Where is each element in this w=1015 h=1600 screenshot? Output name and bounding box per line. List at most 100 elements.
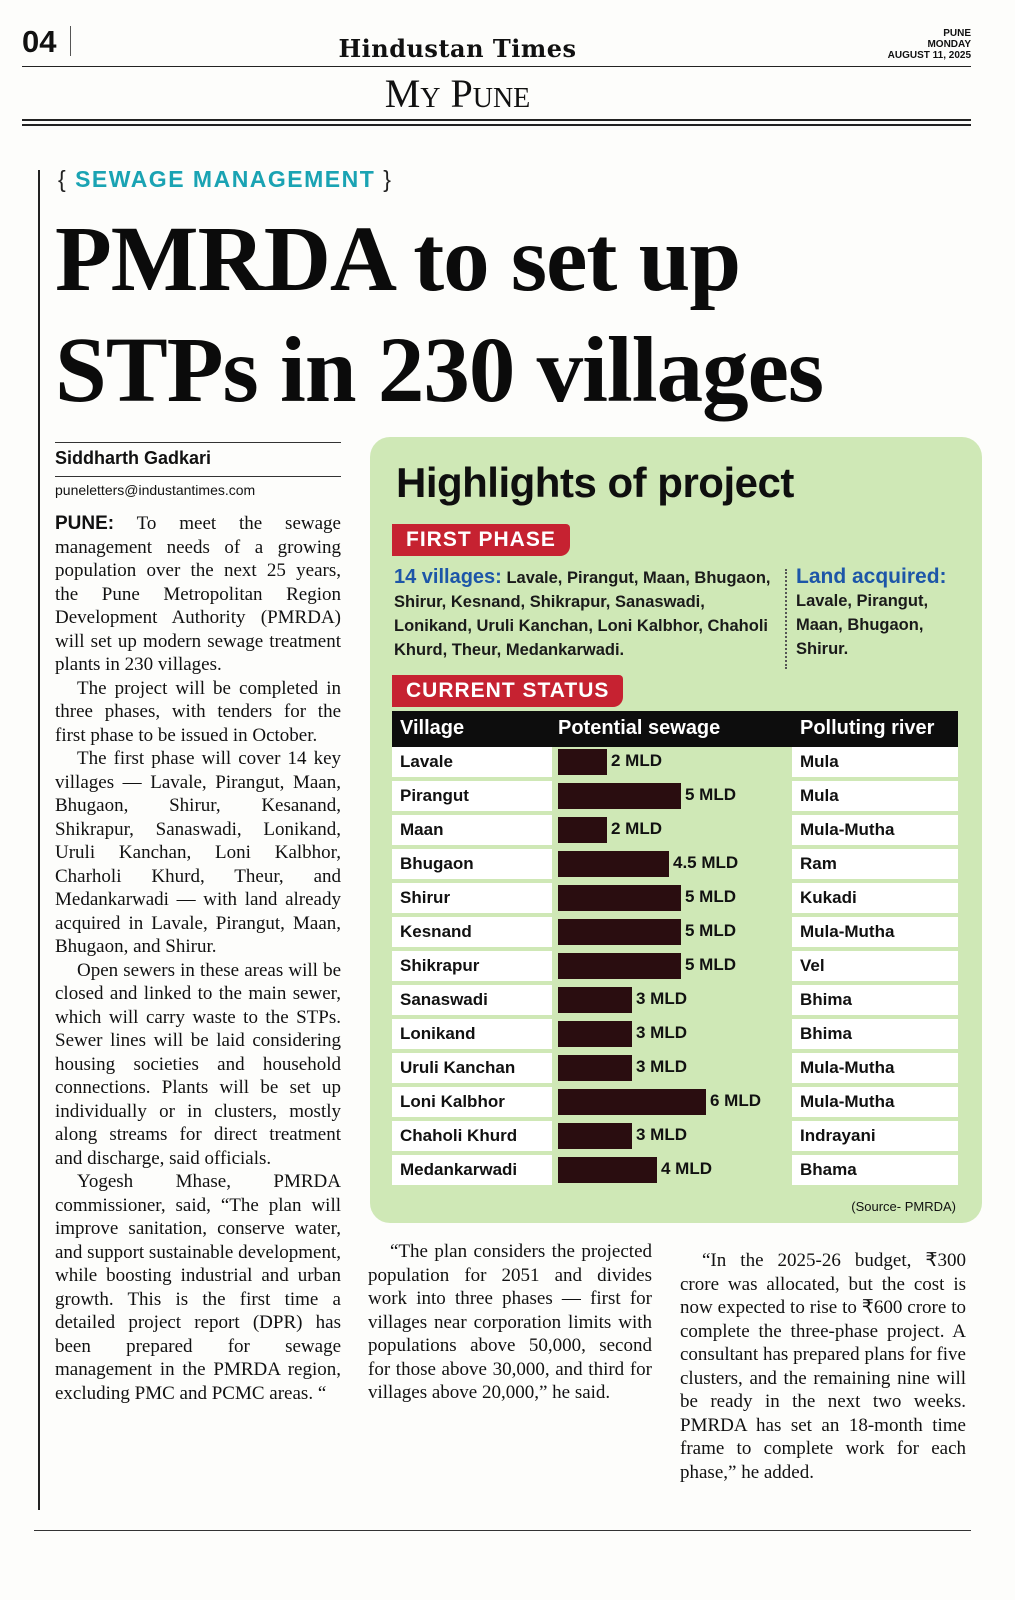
sewage-value-label: 4.5 MLD [673,853,739,872]
table-row: Shikrapur 5 MLD Vel [392,951,958,985]
column-header-river: Polluting river [800,717,935,739]
table-row: Kesnand 5 MLD Mula-Mutha [392,917,958,951]
sewage-bar [558,919,681,945]
polluting-river: Vel [792,951,958,981]
article-column-2: “The plan considers the projected popula… [368,1240,652,1405]
sewage-bar [558,851,669,877]
polluting-river: Mula [792,747,958,777]
village-name: Maan [392,815,552,845]
sewage-bar [558,783,681,809]
dotted-divider [785,569,787,669]
sewage-value-label: 5 MLD [685,785,736,804]
dateline: PUNE MONDAY AUGUST 11, 2025 [888,28,971,61]
village-name: Pirangut [392,781,552,811]
section-title: My Pune [384,71,531,116]
sewage-bar [558,1123,632,1149]
villages-list: Lavale, Pirangut, Maan, Bhugaon, Shirur,… [394,569,771,659]
village-name: Chaholi Khurd [392,1121,552,1151]
headline-line-1: PMRDA to set up [55,208,741,311]
paragraph: Yogesh Mhase, PMRDA commissioner, said, … [55,1171,341,1404]
sewage-bar [558,1157,657,1183]
sewage-value-label: 3 MLD [636,1057,687,1076]
current-status-tag: CURRENT STATUS [392,675,624,707]
village-name: Medankarwadi [392,1155,552,1185]
newspaper-name: Hindustan Times [338,34,577,63]
paragraph: “In the 2025-26 budget, ₹300 crore was a… [680,1250,966,1483]
village-name: Shikrapur [392,951,552,981]
villages-lead: 14 villages: [394,566,502,588]
polluting-river: Kukadi [792,883,958,913]
land-acquired: Land acquired: Lavale, Pirangut, Maan, B… [796,565,976,661]
sewage-value-label: 3 MLD [636,989,687,1008]
sewage-value-label: 5 MLD [685,887,736,906]
sewage-bar [558,953,681,979]
dateline-day: MONDAY [927,39,971,50]
divider [70,26,71,56]
dateline-date: AUGUST 11, 2025 [887,50,971,61]
article-column-3: “In the 2025-26 budget, ₹300 crore was a… [680,1249,966,1484]
polluting-river: Mula-Mutha [792,1053,958,1083]
page-number: 04 [22,24,57,59]
paragraph: The first phase will cover 14 key villag… [55,748,341,957]
column-header-village: Village [400,717,465,739]
page-bottom-rule [34,1530,971,1531]
polluting-river: Bhima [792,1019,958,1049]
sewage-value-label: 4 MLD [661,1159,712,1178]
column-rule [38,170,40,1510]
section-rule [22,119,971,126]
kicker-text: SEWAGE MANAGEMENT [75,166,376,192]
dateline-city: PUNE [943,28,971,39]
village-name: Bhugaon [392,849,552,879]
sewage-value-label: 6 MLD [710,1091,761,1110]
sewage-bar [558,1055,632,1081]
table-row: Loni Kalbhor 6 MLD Mula-Mutha [392,1087,958,1121]
polluting-river: Mula-Mutha [792,815,958,845]
byline: Siddharth Gadkari [55,448,212,468]
sewage-value-label: 5 MLD [685,955,736,974]
sewage-value-label: 2 MLD [611,819,662,838]
village-name: Loni Kalbhor [392,1087,552,1117]
land-list: Lavale, Pirangut, Maan, Bhugaon, Shirur. [796,592,929,658]
byline-rule [55,476,341,477]
polluting-river: Ram [792,849,958,879]
paragraph: “The plan considers the projected popula… [368,1241,652,1403]
sewage-bar [558,1089,706,1115]
table-row: Medankarwadi 4 MLD Bhama [392,1155,958,1189]
article-column-1: PUNE: To meet the sewage management need… [55,512,341,1405]
infographic-panel: Highlights of project FIRST PHASE 14 vil… [370,437,982,1223]
table-row: Shirur 5 MLD Kukadi [392,883,958,917]
land-lead: Land acquired: [796,565,947,588]
status-table-header: Village Potential sewage Polluting river [392,711,958,747]
polluting-river: Mula-Mutha [792,1087,958,1117]
headline-line-2: STPs in 230 villages [55,319,824,422]
village-name: Shirur [392,883,552,913]
sewage-bar [558,987,632,1013]
sewage-bar [558,749,607,775]
paragraph-text: To meet the sewage management needs of a… [55,513,341,675]
paragraph: Open sewers in these areas will be close… [55,959,341,1169]
sewage-bar [558,817,607,843]
first-phase-villages: 14 villages: Lavale, Pirangut, Maan, Bhu… [394,565,780,662]
table-row: Uruli Kanchan 3 MLD Mula-Mutha [392,1053,958,1087]
infographic-title: Highlights of project [396,459,794,506]
polluting-river: Mula-Mutha [792,917,958,947]
kicker: { SEWAGE MANAGEMENT } [58,166,393,192]
headline: PMRDA to set up STPs in 230 villages [55,204,975,426]
sewage-value-label: 3 MLD [636,1125,687,1144]
masthead-rule [22,66,971,67]
table-row: Maan 2 MLD Mula-Mutha [392,815,958,849]
table-row: Lavale 2 MLD Mula [392,747,958,781]
sewage-bar [558,885,681,911]
table-row: Bhugaon 4.5 MLD Ram [392,849,958,883]
polluting-river: Indrayani [792,1121,958,1151]
dateline-word: PUNE: [55,513,115,534]
village-name: Sanaswadi [392,985,552,1015]
sewage-value-label: 2 MLD [611,751,662,770]
polluting-river: Bhima [792,985,958,1015]
table-row: Pirangut 5 MLD Mula [392,781,958,815]
first-phase-tag: FIRST PHASE [392,524,570,556]
polluting-river: Mula [792,781,958,811]
sewage-value-label: 5 MLD [685,921,736,940]
byline-rule [55,442,341,443]
sewage-value-label: 3 MLD [636,1023,687,1042]
